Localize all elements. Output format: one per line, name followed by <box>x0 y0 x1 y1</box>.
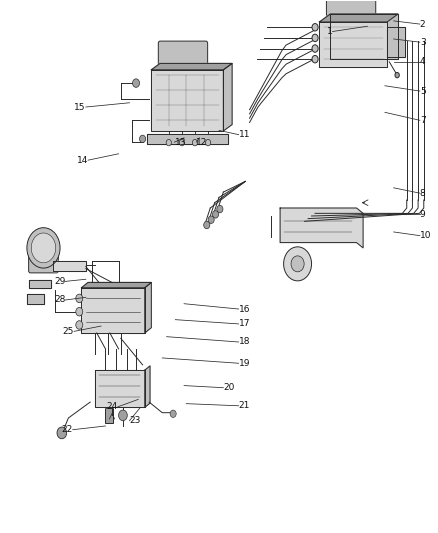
Text: 10: 10 <box>420 231 431 240</box>
Circle shape <box>192 140 198 146</box>
Bar <box>106 408 113 423</box>
Text: 28: 28 <box>54 295 65 304</box>
Text: 22: 22 <box>61 425 73 434</box>
Circle shape <box>27 228 60 268</box>
Circle shape <box>179 140 184 146</box>
Polygon shape <box>145 282 151 333</box>
Text: 19: 19 <box>239 359 250 368</box>
Text: 12: 12 <box>196 138 208 147</box>
Circle shape <box>312 45 318 52</box>
Text: 25: 25 <box>63 327 74 336</box>
Polygon shape <box>27 294 44 304</box>
Polygon shape <box>280 208 363 248</box>
Polygon shape <box>319 14 398 22</box>
Text: 1: 1 <box>327 27 332 36</box>
Circle shape <box>395 72 399 78</box>
Polygon shape <box>145 366 150 407</box>
Circle shape <box>76 321 83 329</box>
FancyBboxPatch shape <box>326 0 376 16</box>
FancyBboxPatch shape <box>28 247 58 273</box>
Polygon shape <box>147 134 228 144</box>
Text: 7: 7 <box>420 116 426 125</box>
Circle shape <box>166 140 171 146</box>
Circle shape <box>204 221 210 229</box>
FancyBboxPatch shape <box>158 41 208 66</box>
Text: 29: 29 <box>54 277 65 286</box>
Text: 14: 14 <box>77 156 88 165</box>
Polygon shape <box>151 70 223 131</box>
Circle shape <box>291 256 304 272</box>
Text: 17: 17 <box>239 319 250 328</box>
Polygon shape <box>387 27 405 56</box>
Circle shape <box>217 205 223 213</box>
Text: 5: 5 <box>420 86 426 95</box>
Text: 11: 11 <box>239 130 250 139</box>
Text: 4: 4 <box>420 58 425 66</box>
Text: 8: 8 <box>420 189 426 198</box>
Polygon shape <box>95 370 145 407</box>
Circle shape <box>57 427 67 439</box>
Circle shape <box>312 23 318 31</box>
Circle shape <box>312 34 318 42</box>
Polygon shape <box>319 22 387 67</box>
Polygon shape <box>223 63 232 131</box>
Circle shape <box>119 410 127 421</box>
Text: 3: 3 <box>420 38 426 47</box>
Circle shape <box>205 140 211 146</box>
Circle shape <box>170 410 176 417</box>
Circle shape <box>208 216 214 223</box>
Circle shape <box>76 308 83 316</box>
Polygon shape <box>81 288 145 333</box>
Polygon shape <box>81 282 151 288</box>
Text: 23: 23 <box>130 416 141 425</box>
Polygon shape <box>53 261 86 271</box>
Circle shape <box>212 211 219 218</box>
Text: 24: 24 <box>106 402 118 411</box>
Polygon shape <box>330 14 398 59</box>
Text: 2: 2 <box>420 20 425 29</box>
Text: 21: 21 <box>239 401 250 410</box>
Circle shape <box>76 294 83 303</box>
Circle shape <box>133 79 140 87</box>
Circle shape <box>140 135 146 143</box>
Text: 16: 16 <box>239 304 250 313</box>
Polygon shape <box>151 63 232 70</box>
Text: 13: 13 <box>174 138 186 147</box>
Text: 18: 18 <box>239 337 250 346</box>
Text: 9: 9 <box>420 210 426 219</box>
Circle shape <box>31 233 56 263</box>
Circle shape <box>312 55 318 63</box>
Text: 15: 15 <box>74 102 86 111</box>
Text: 20: 20 <box>223 383 235 392</box>
Polygon shape <box>29 280 51 288</box>
Circle shape <box>284 247 311 281</box>
